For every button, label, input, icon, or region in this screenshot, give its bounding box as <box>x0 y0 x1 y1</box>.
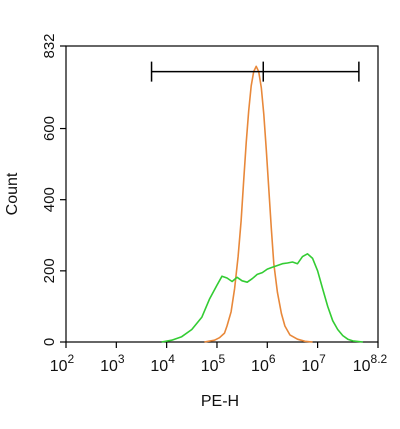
x-tick-label: 106 <box>251 352 276 375</box>
x-tick-label: 108.2 <box>353 352 388 375</box>
x-tick-label: 103 <box>100 352 125 375</box>
plot-area <box>65 45 379 343</box>
y-axis: 0 200 400 600 832 <box>41 33 66 346</box>
x-tick-label: 102 <box>50 352 75 375</box>
series-layer <box>161 65 363 343</box>
x-axis: 102 103 104 105 106 107 108.2 <box>50 342 388 375</box>
y-tick-label: 600 <box>41 116 58 141</box>
y-tick-label: 832 <box>41 33 58 58</box>
x-axis-label: PE-H <box>201 393 239 410</box>
y-tick-label: 400 <box>41 187 58 212</box>
series-line-orange <box>204 65 313 343</box>
x-tick-label: 104 <box>150 352 175 375</box>
y-tick-label: 0 <box>41 338 58 346</box>
y-tick-label: 200 <box>41 258 58 283</box>
plot-frame <box>65 45 379 343</box>
series-line-green <box>161 253 363 343</box>
gate-marker <box>150 61 360 82</box>
y-axis-label: Count <box>4 172 21 215</box>
x-tick-label: 107 <box>301 352 326 375</box>
x-tick-label: 105 <box>201 352 226 375</box>
